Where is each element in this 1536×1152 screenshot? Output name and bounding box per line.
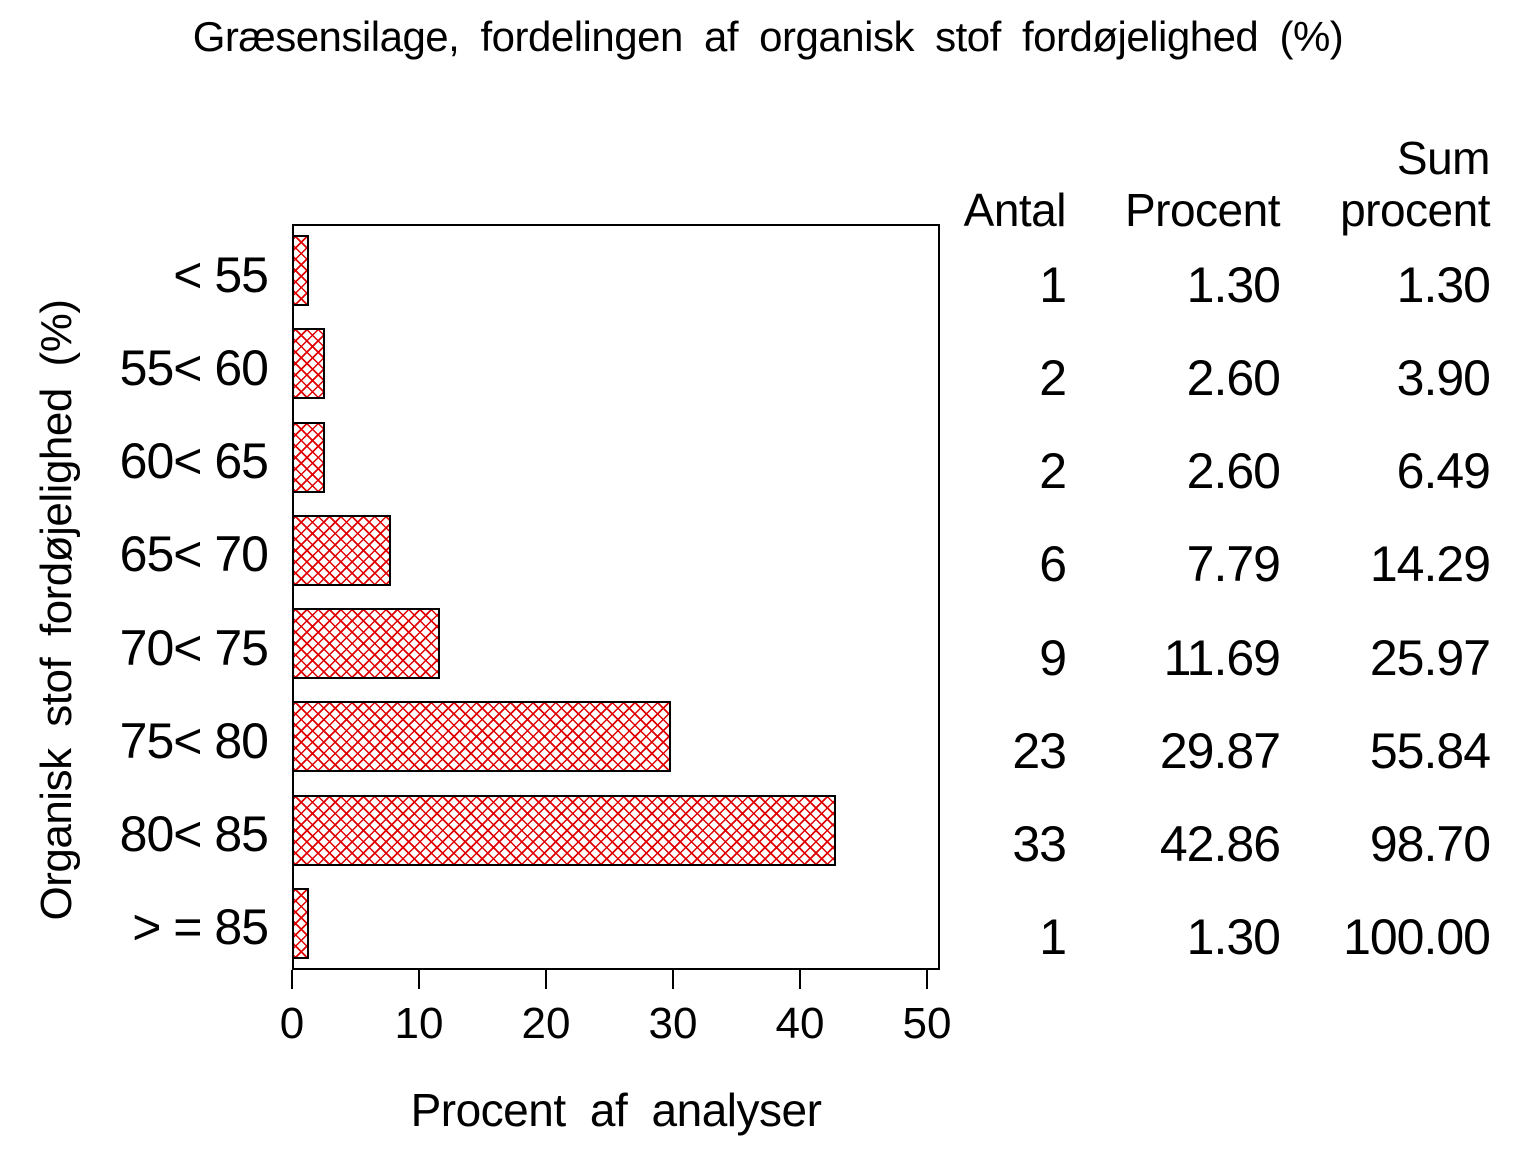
x-tick-label: 20 bbox=[521, 999, 571, 1048]
table-cell-antal: 1 bbox=[1039, 909, 1067, 966]
table-cell-procent: 2.60 bbox=[1186, 443, 1281, 500]
bar bbox=[292, 608, 440, 680]
col-header-procent: Procent bbox=[1124, 184, 1281, 236]
category-label: > = 85 bbox=[132, 899, 269, 956]
bar bbox=[292, 514, 391, 586]
table-row: 23 29.87 55.84 bbox=[900, 722, 1491, 779]
chart-title: Græsensilage, fordelingen af organisk st… bbox=[192, 13, 1344, 60]
bar bbox=[292, 701, 671, 773]
bar bbox=[292, 421, 325, 493]
category-label: 80< 85 bbox=[119, 806, 269, 863]
table-row: 9 11.69 25.97 bbox=[900, 629, 1491, 686]
table-row: 1 1.30 1.30 bbox=[900, 256, 1491, 313]
table-row: 1 1.30 100.00 bbox=[900, 909, 1491, 966]
table-cell-sum: 98.70 bbox=[1369, 816, 1491, 873]
table-cell-sum: 55.84 bbox=[1369, 722, 1491, 779]
table-cell-sum: 1.30 bbox=[1396, 256, 1491, 313]
table-cell-sum: 14.29 bbox=[1369, 536, 1491, 593]
category-label: 55< 60 bbox=[119, 339, 269, 396]
table-cell-sum: 25.97 bbox=[1369, 629, 1491, 686]
x-tick-label: 10 bbox=[394, 999, 444, 1048]
x-tick bbox=[799, 970, 801, 989]
bar bbox=[292, 328, 325, 400]
x-tick bbox=[545, 970, 547, 989]
table-cell-procent: 42.86 bbox=[1159, 816, 1281, 873]
table-row: 2 2.60 3.90 bbox=[900, 349, 1491, 406]
table-header: Antal Procent Sum procent bbox=[900, 128, 1491, 236]
x-tick-label: 40 bbox=[775, 999, 825, 1048]
x-tick bbox=[418, 970, 420, 989]
table-cell-antal: 2 bbox=[1039, 443, 1067, 500]
x-tick bbox=[672, 970, 674, 989]
table-cell-antal: 6 bbox=[1039, 536, 1067, 593]
table-cell-sum: 3.90 bbox=[1396, 349, 1491, 406]
table-row: 6 7.79 14.29 bbox=[900, 536, 1491, 593]
category-label: 60< 65 bbox=[119, 433, 269, 490]
category-label: < 55 bbox=[173, 246, 269, 303]
table-cell-procent: 1.30 bbox=[1186, 909, 1281, 966]
col-header-antal: Antal bbox=[963, 184, 1067, 236]
col-header-sum-procent: Sum procent bbox=[1280, 132, 1490, 236]
bar bbox=[292, 794, 836, 866]
x-tick-label: 30 bbox=[648, 999, 698, 1048]
x-tick bbox=[926, 970, 928, 989]
category-label: 70< 75 bbox=[119, 619, 269, 676]
col-header-sum-line2: procent bbox=[1340, 184, 1490, 236]
table-cell-sum: 100.00 bbox=[1343, 909, 1491, 966]
category-label: 65< 70 bbox=[119, 526, 269, 583]
table-row: 2 2.60 6.49 bbox=[900, 443, 1491, 500]
table-cell-antal: 33 bbox=[1012, 816, 1067, 873]
col-header-sum-line1: Sum bbox=[1396, 132, 1491, 184]
bar bbox=[292, 887, 309, 959]
table-cell-procent: 29.87 bbox=[1159, 722, 1281, 779]
x-tick bbox=[291, 970, 293, 989]
x-axis-title: Procent af analyser bbox=[410, 1084, 822, 1136]
table-cell-sum: 6.49 bbox=[1396, 443, 1491, 500]
x-tick-label: 0 bbox=[279, 999, 305, 1048]
table-cell-antal: 9 bbox=[1039, 629, 1067, 686]
x-tick-label: 50 bbox=[902, 999, 952, 1048]
category-label: 75< 80 bbox=[119, 712, 269, 769]
table-cell-procent: 11.69 bbox=[1163, 629, 1281, 686]
table-cell-antal: 23 bbox=[1012, 722, 1067, 779]
table-cell-procent: 1.30 bbox=[1186, 256, 1281, 313]
bar bbox=[292, 235, 309, 307]
table-row: 33 42.86 98.70 bbox=[900, 816, 1491, 873]
table-cell-antal: 1 bbox=[1039, 256, 1067, 313]
table-cell-antal: 2 bbox=[1039, 349, 1067, 406]
table-cell-procent: 7.79 bbox=[1186, 536, 1281, 593]
table-cell-procent: 2.60 bbox=[1186, 349, 1281, 406]
